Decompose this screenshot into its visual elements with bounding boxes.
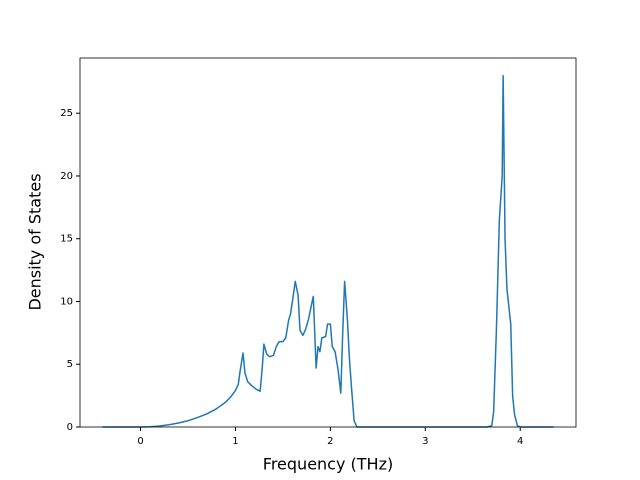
- y-tick-label: 20: [60, 171, 73, 182]
- y-tick-label: 10: [60, 296, 73, 307]
- y-axis-title: Density of States: [26, 173, 45, 310]
- y-tick-label: 0: [67, 422, 73, 433]
- x-tick-label: 2: [327, 436, 333, 447]
- y-tick-label: 15: [60, 234, 73, 245]
- plot-frame: [79, 57, 577, 428]
- y-tick-label: 5: [67, 359, 73, 370]
- x-tick-label: 4: [517, 436, 523, 447]
- y-tick-label: 25: [60, 108, 73, 119]
- x-tick-label: 3: [422, 436, 428, 447]
- x-axis-title: Frequency (THz): [263, 455, 393, 474]
- x-tick-label: 0: [137, 436, 143, 447]
- line-series: [102, 74, 554, 428]
- x-tick-label: 1: [232, 436, 238, 447]
